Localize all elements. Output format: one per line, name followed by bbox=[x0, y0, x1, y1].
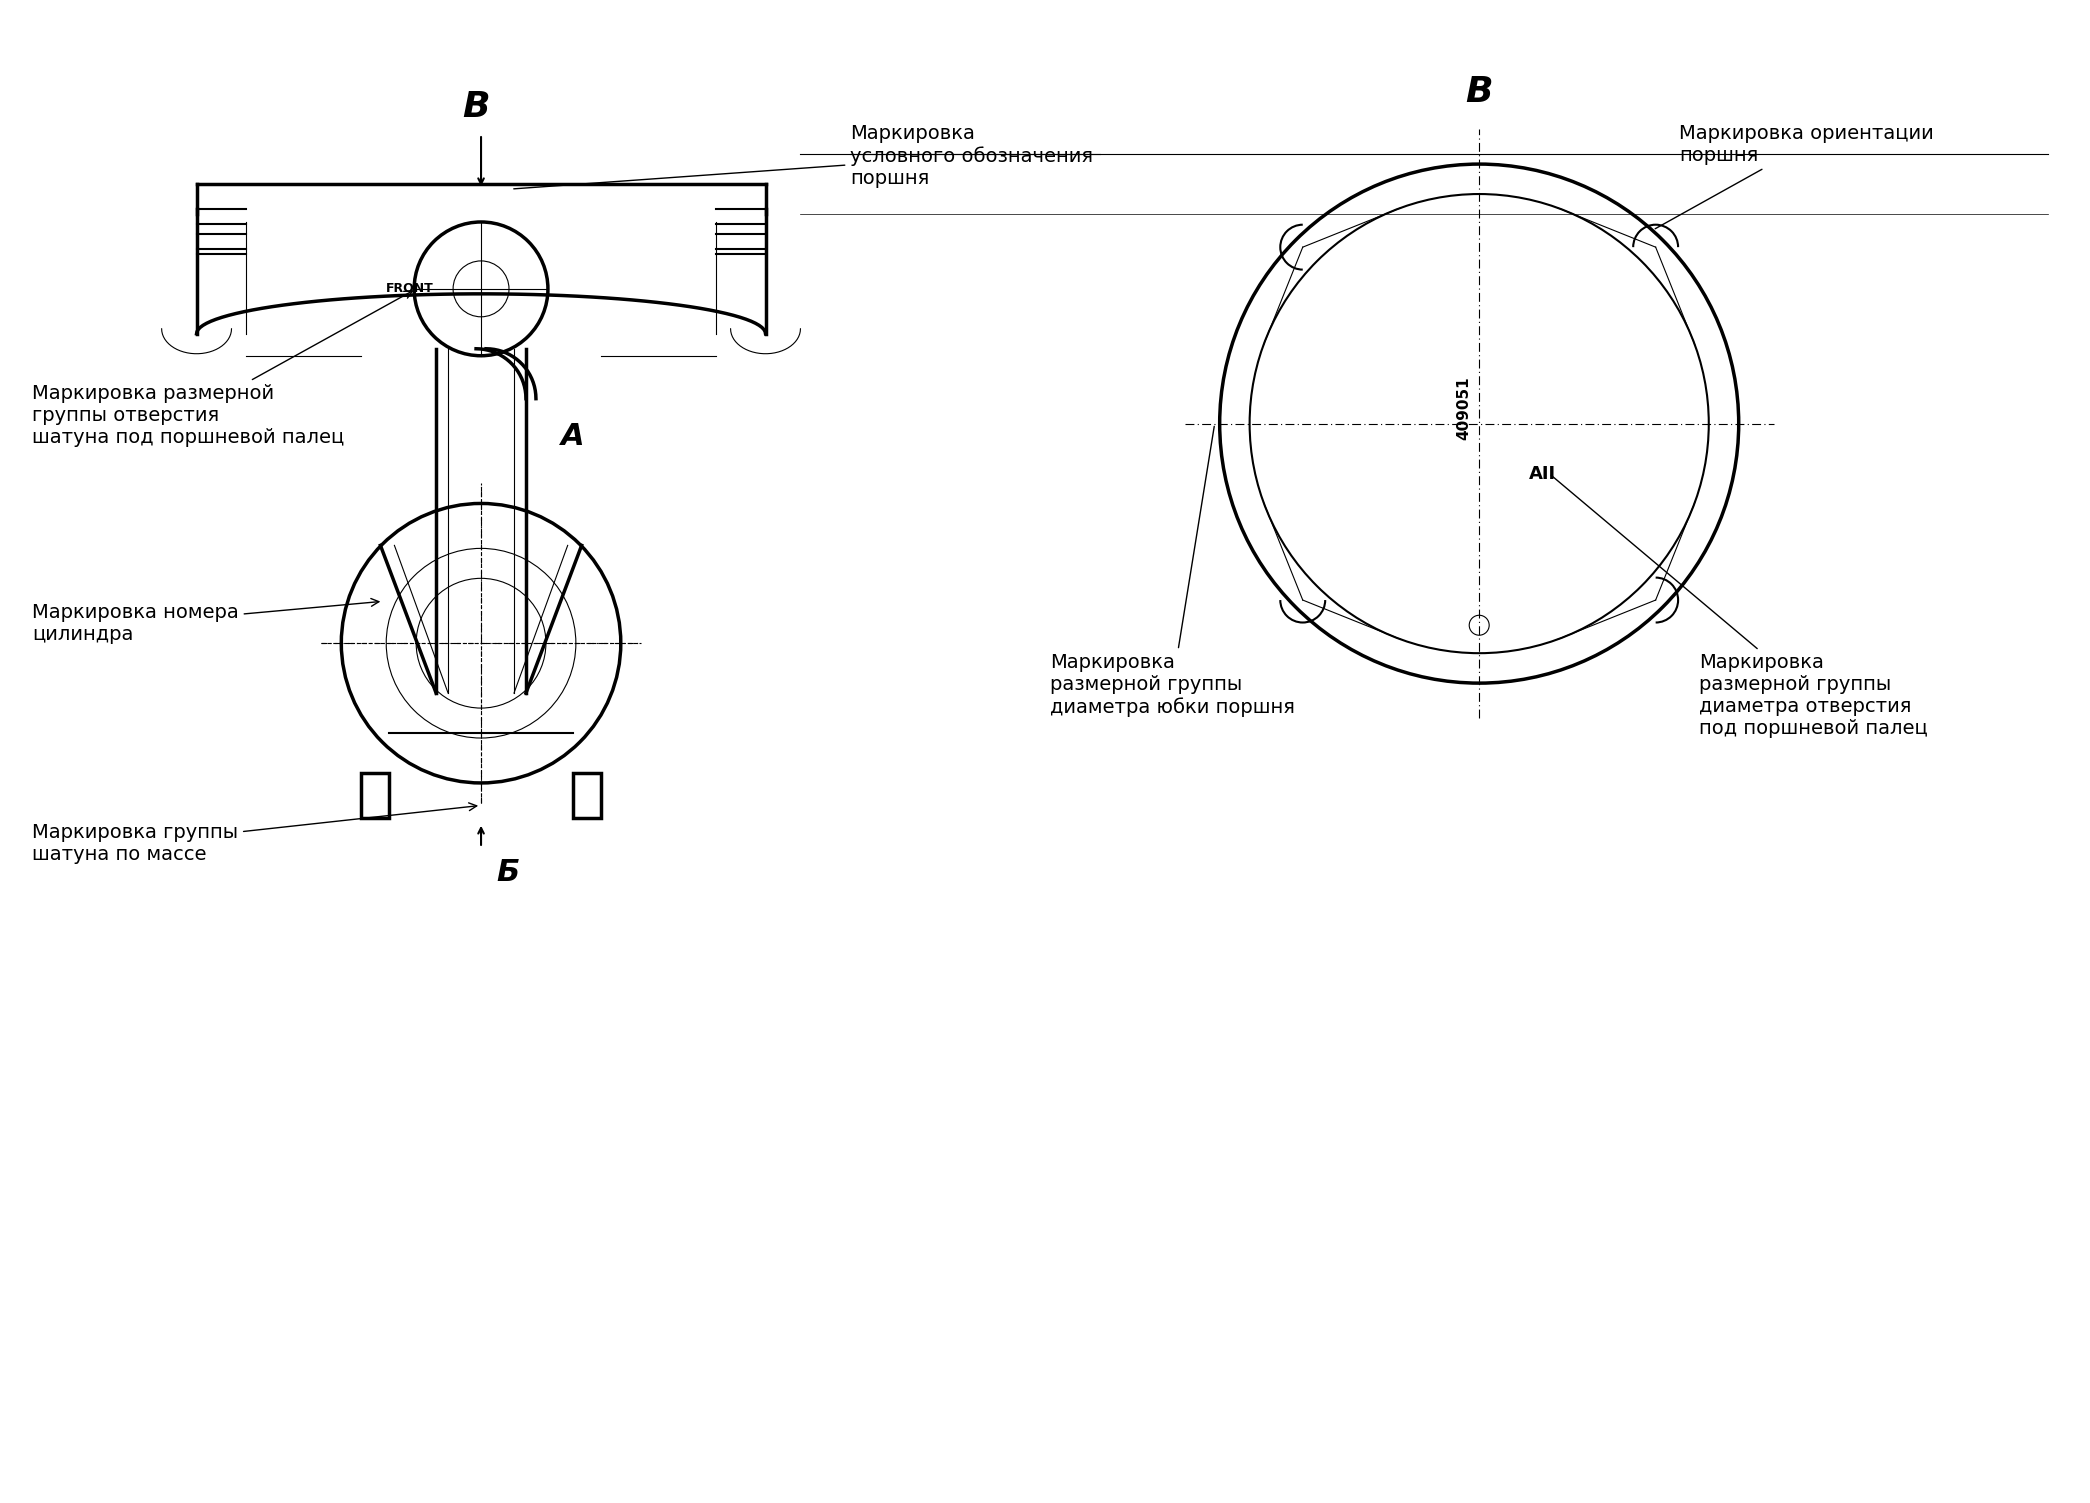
Text: Маркировка
размерной группы
диаметра юбки поршня: Маркировка размерной группы диаметра юбк… bbox=[1049, 427, 1296, 717]
Text: В: В bbox=[462, 90, 489, 125]
Text: Маркировка
размерной группы
диаметра отверстия
под поршневой палец: Маркировка размерной группы диаметра отв… bbox=[1551, 475, 1927, 738]
Text: АII: АII bbox=[1530, 464, 1557, 482]
Text: FRONT: FRONT bbox=[387, 283, 435, 296]
Text: Маркировка
условного обозначения
поршня: Маркировка условного обозначения поршня bbox=[514, 125, 1093, 189]
Text: 409051: 409051 bbox=[1457, 377, 1471, 440]
Text: Маркировка ориентации
поршня: Маркировка ориентации поршня bbox=[1655, 125, 1933, 228]
Text: Б: Б bbox=[495, 858, 518, 887]
Text: В: В bbox=[1465, 75, 1492, 110]
Bar bbox=[573, 773, 600, 818]
Text: А: А bbox=[560, 421, 585, 451]
Text: Маркировка номера
цилиндра: Маркировка номера цилиндра bbox=[31, 598, 378, 645]
Text: Маркировка размерной
группы отверстия
шатуна под поршневой палец: Маркировка размерной группы отверстия ша… bbox=[31, 292, 412, 446]
Text: Маркировка группы
шатуна по массе: Маркировка группы шатуна по массе bbox=[31, 803, 477, 864]
Bar bbox=[362, 773, 389, 818]
